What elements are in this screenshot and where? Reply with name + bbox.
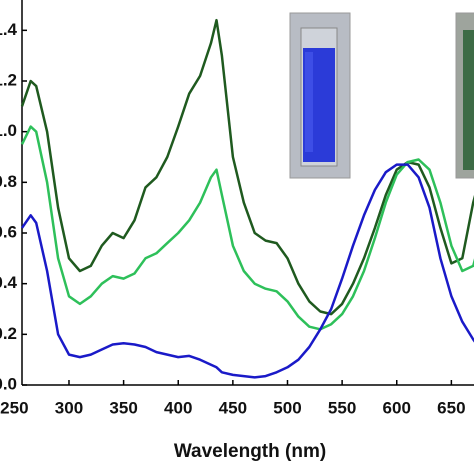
- y-tick-label: 1.2: [0, 70, 17, 89]
- x-axis-label: Wavelength (nm): [174, 441, 326, 462]
- x-tick-label: 450: [219, 398, 247, 417]
- series-line: [20, 18, 474, 316]
- x-tick-label: 350: [109, 398, 137, 417]
- x-tick-label: 500: [273, 398, 301, 417]
- y-tick-label: 1.4: [0, 20, 18, 39]
- series-line: [20, 163, 474, 379]
- x-tick-label: 550: [328, 398, 356, 417]
- y-tick-label: 0.8: [0, 172, 17, 191]
- y-tick-label: 0.6: [0, 222, 17, 241]
- x-tick-label: 300: [55, 398, 83, 417]
- series-line: [20, 125, 474, 331]
- x-tick-label: 400: [164, 398, 192, 417]
- cuvette-photo-green: [455, 12, 474, 179]
- y-tick-label: 0.4: [0, 273, 18, 292]
- x-tick-label: 600: [383, 398, 411, 417]
- y-tick-label: 1.0: [0, 121, 17, 140]
- x-tick-label: 250: [0, 398, 28, 417]
- y-tick-label: 0.0: [0, 374, 17, 393]
- x-tick-label: 650: [437, 398, 465, 417]
- y-tick-label: 0.2: [0, 324, 17, 343]
- cuvette-photo-blue: [289, 12, 351, 179]
